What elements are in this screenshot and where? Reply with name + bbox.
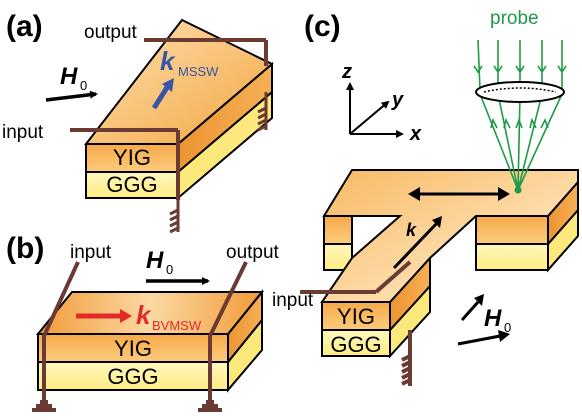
antenna-input-b — [32, 261, 80, 412]
field-arrow-a — [45, 90, 98, 102]
input-label-b: input — [70, 242, 112, 263]
panel-a-label: (a) — [6, 10, 43, 43]
ggg-text-a: GGG — [106, 172, 157, 197]
wave-k-b: k — [136, 300, 152, 330]
field-h0-a: H 0 — [45, 63, 98, 102]
output-label-a: output — [84, 22, 138, 43]
field-sub-a: 0 — [80, 78, 87, 93]
input-label-a: input — [2, 122, 44, 143]
axis-x-label: x — [409, 123, 422, 145]
field-sub-c: 0 — [504, 320, 511, 335]
input-label-c: input — [272, 290, 314, 311]
axes-triad — [346, 82, 404, 138]
wave-k-mssw: k MSSW — [151, 46, 219, 110]
ground-a-bottom — [169, 198, 180, 234]
field-h0-b: H 0 — [146, 247, 210, 285]
yig-layer-a — [83, 18, 274, 175]
wave-k-label-c: k — [406, 220, 417, 240]
field-h-c: H — [484, 305, 502, 332]
field-h-a: H — [60, 63, 78, 90]
axis-z-label: z — [341, 61, 352, 83]
ggg-layer-c — [321, 207, 579, 359]
panel-c-label: (c) — [304, 10, 341, 43]
wave-k-a: k — [160, 46, 176, 76]
wave-sub-a: MSSW — [178, 64, 219, 79]
field-h0-c: H 0 — [457, 294, 511, 346]
yig-text-c: YIG — [337, 304, 375, 329]
output-label-b: output — [226, 242, 280, 263]
field-sub-b: 0 — [166, 262, 173, 277]
axis-y-label: y — [391, 89, 404, 111]
antenna-output-a — [144, 38, 268, 66]
yig-layer-c — [320, 169, 579, 333]
antenna-output-b — [198, 261, 248, 412]
panel-a: (a) output input — [2, 10, 274, 234]
field-h-b: H — [146, 247, 164, 274]
yig-layer-b — [35, 289, 265, 365]
panel-c: (c) z y x — [272, 8, 579, 386]
ggg-text-c: GGG — [330, 332, 381, 357]
probe-beam — [473, 39, 567, 191]
probe-lens — [475, 81, 565, 103]
scan-arrow — [408, 187, 510, 201]
antenna-input-c — [300, 260, 412, 386]
panel-b-label: (b) — [6, 232, 44, 265]
wave-sub-b: BVMSW — [152, 318, 202, 333]
probe-spot — [514, 186, 522, 194]
probe-label: probe — [490, 8, 539, 29]
yig-text-b: YIG — [114, 336, 152, 361]
wave-arrow-b — [120, 309, 132, 323]
panel-b: (b) input output H 0 — [6, 232, 280, 412]
ggg-text-b: GGG — [107, 364, 158, 389]
antenna-input-a — [70, 128, 180, 200]
wave-arrow-a — [162, 78, 174, 92]
yig-text-a: YIG — [113, 145, 151, 170]
wave-k-bvmsw: k BVMSW — [76, 300, 202, 333]
wave-k-c: k — [392, 216, 442, 270]
ground-a-right — [257, 92, 268, 132]
